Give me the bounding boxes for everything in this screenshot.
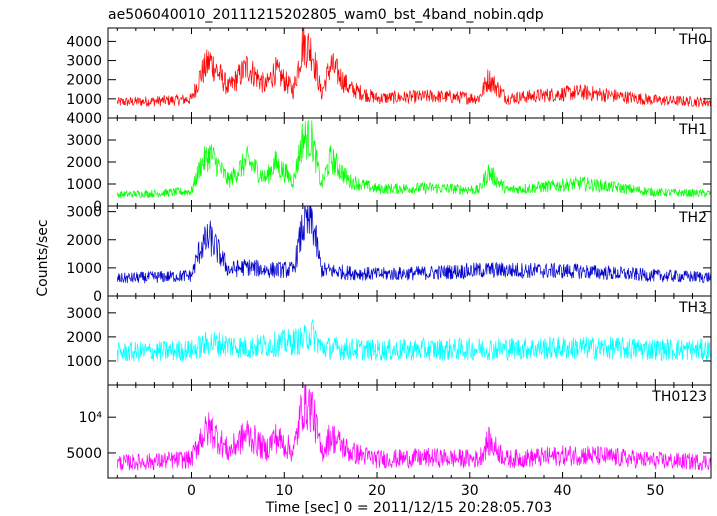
panel-label-th0: TH0 [678,32,707,48]
x-tick-label: 10 [275,483,293,499]
series-line-th2 [116,206,711,284]
series-line-th3 [116,319,711,363]
y-tick-label: 10⁴ [79,410,103,426]
y-tick-label: 2000 [66,155,102,171]
y-tick-label: 2000 [66,330,102,346]
y-tick-label: 2000 [66,73,102,89]
panel-th1: 0 1000 2000 3000 4000 TH1 [66,111,712,215]
chart-title: ae506040010_20111215202805_wam0_bst_4ban… [108,7,544,23]
y-tick-label: 1000 [66,177,102,193]
y-tick-label: 1000 [66,261,102,277]
panel-label-th1: TH1 [678,122,707,138]
x-axis-label: Time [sec] 0 = 2011/12/15 20:28:05.703 [265,500,552,516]
x-tick-label: 40 [554,483,572,499]
x-tick-label: 20 [368,483,386,499]
x-tick-label: 30 [461,483,479,499]
y-tick-label: 3000 [66,306,102,322]
series-line-th0123 [116,385,711,472]
y-tick-label: 1000 [66,354,102,370]
series-line-th0 [116,28,711,107]
y-tick-label: 4000 [66,34,102,50]
panel-th3: 1000 2000 3000 TH3 [66,295,712,386]
x-tick-label: 50 [646,483,664,499]
y-tick-label: 0 [93,289,102,305]
panel-label-th0123: TH0123 [651,389,707,405]
y-tick-label: 3000 [66,133,102,149]
panel-th0: 1000 2000 3000 4000 TH0 [66,27,712,119]
y-axis-label: Counts/sec [35,219,51,296]
y-tick-label: 1000 [66,92,102,108]
y-tick-label: 2000 [66,233,102,249]
panel-th2: 0 1000 2000 3000 TH2 [66,205,712,305]
panel-label-th2: TH2 [678,210,707,226]
panel-th0123: 5000 10⁴ TH0123 [66,384,712,479]
panel-label-th3: TH3 [678,300,707,316]
y-tick-label: 3000 [66,205,102,221]
series-line-th1 [116,120,711,199]
panel-frame [107,384,712,479]
y-tick-label: 3000 [66,54,102,70]
panel-frame [107,27,712,119]
y-tick-label: 4000 [66,111,102,127]
y-tick-label: 0 [93,199,102,215]
x-tick-label: 0 [187,483,196,499]
y-tick-label: 5000 [66,446,102,462]
